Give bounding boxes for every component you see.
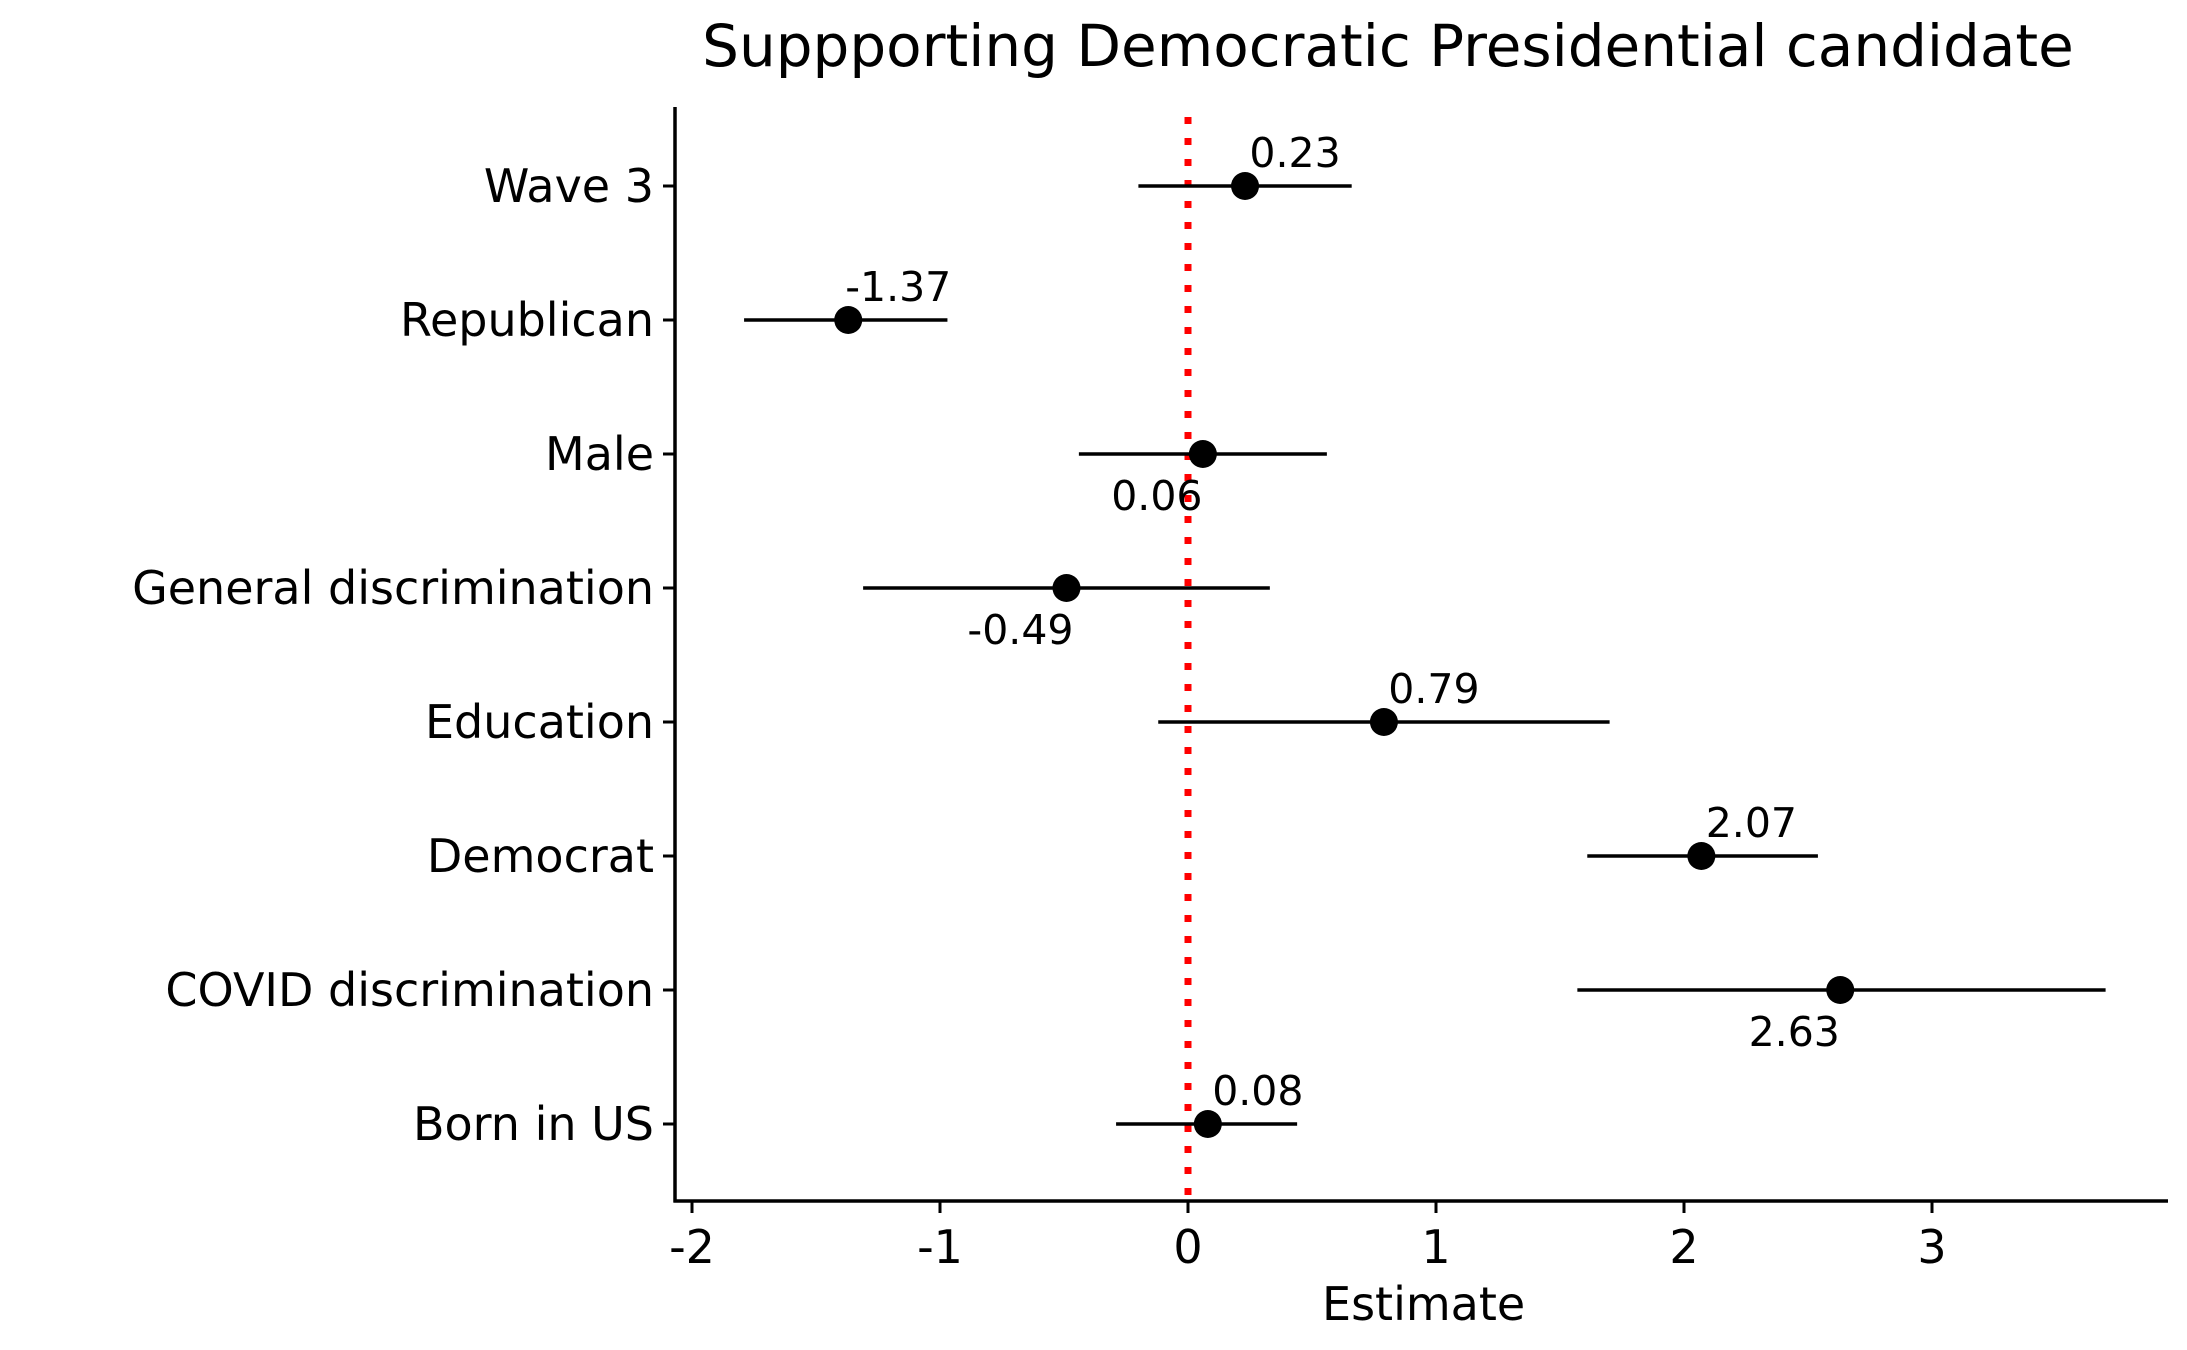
value-label: 2.07 <box>1706 799 1797 847</box>
marks-layer: 0.23 -1.37 0.06 -0.49 0.79 2.07 2.63 0.08 <box>744 129 2106 1138</box>
value-label: -1.37 <box>845 263 951 311</box>
category-label: Republican <box>400 293 654 347</box>
estimate-point <box>1052 574 1081 602</box>
x-tick-label: -2 <box>669 1220 715 1274</box>
category-label: COVID discrimination <box>165 963 654 1017</box>
category-label: Wave 3 <box>484 159 654 213</box>
axis-layer: -2 -1 0 1 2 3 Wave 3 Republican Male General disc… <box>132 107 2168 1274</box>
estimate-point <box>1687 842 1716 870</box>
x-tick-label: 3 <box>1917 1220 1946 1274</box>
x-tick-label: 1 <box>1421 1220 1450 1274</box>
category-label: Education <box>425 695 654 749</box>
category-label: Born in US <box>413 1097 654 1151</box>
value-label: 0.79 <box>1388 665 1479 713</box>
value-label: 0.23 <box>1249 129 1340 177</box>
value-label: 2.63 <box>1749 1008 1840 1056</box>
estimate-point <box>1231 172 1260 200</box>
x-tick-label: -1 <box>917 1220 963 1274</box>
estimate-point <box>1193 1110 1222 1138</box>
estimate-point <box>1826 976 1855 1004</box>
category-label: General discrimination <box>132 561 654 615</box>
category-label: Male <box>545 427 654 481</box>
chart-title: Suppporting Democratic Presidential cand… <box>702 12 2074 80</box>
category-label: Democrat <box>427 829 654 883</box>
estimate-point <box>834 306 863 334</box>
x-tick-label: 2 <box>1669 1220 1698 1274</box>
estimate-point <box>1188 440 1217 468</box>
value-label: 0.06 <box>1111 472 1202 520</box>
x-tick-label: 0 <box>1173 1220 1202 1274</box>
x-axis-title: Estimate <box>1322 1277 1525 1331</box>
estimate-point <box>1369 708 1398 736</box>
value-label: 0.08 <box>1212 1067 1303 1115</box>
value-label: -0.49 <box>967 606 1073 654</box>
